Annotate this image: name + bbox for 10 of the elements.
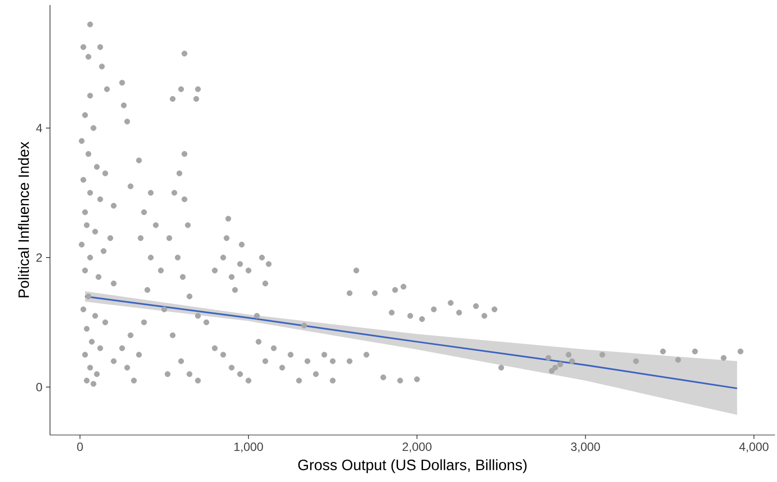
x-axis-title: Gross Output (US Dollars, Billions) bbox=[298, 459, 527, 474]
x-tick-label: 0 bbox=[77, 442, 83, 451]
y-tick-label: 0 bbox=[36, 382, 42, 392]
x-tick-label: 2,000 bbox=[402, 442, 432, 452]
x-tick-label: 1,000 bbox=[234, 442, 263, 452]
y-axis-title: Political Influence Index bbox=[18, 142, 29, 298]
x-tick-label: 3,000 bbox=[570, 442, 600, 452]
y-tick-label: 4 bbox=[36, 124, 42, 132]
x-tick-label: 4,000 bbox=[739, 442, 768, 452]
y-tick-label: 2 bbox=[36, 253, 42, 262]
